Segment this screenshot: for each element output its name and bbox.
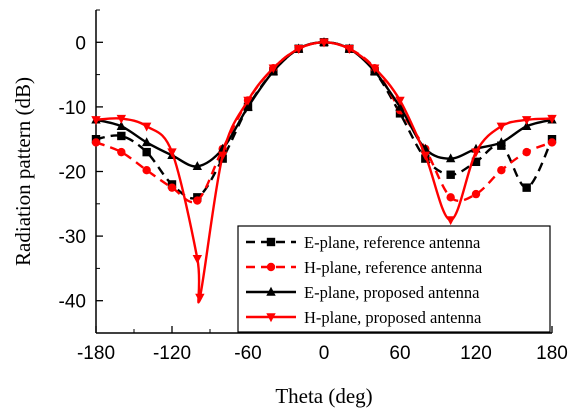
x-tick-label: 120: [460, 343, 492, 364]
data-point: [167, 148, 177, 158]
x-tick-label: -120: [153, 343, 191, 364]
y-tick-label: -10: [59, 98, 86, 119]
data-point: [243, 101, 253, 111]
legend-label: H-plane, reference antenna: [304, 258, 483, 277]
y-tick-label: -30: [59, 227, 86, 248]
data-point: [369, 64, 380, 74]
data-point: [395, 96, 405, 106]
data-point: [471, 189, 481, 199]
data-point: [497, 166, 506, 175]
series-line: [95, 41, 554, 200]
data-point: [91, 116, 101, 126]
data-point: [446, 193, 455, 202]
data-point: [496, 122, 507, 132]
series-4: [91, 38, 557, 304]
data-point: [344, 45, 355, 54]
y-tick-label: -20: [59, 163, 86, 184]
x-tick-label: 180: [536, 343, 568, 364]
x-axis-label: Theta (deg): [275, 384, 372, 408]
data-point: [522, 147, 531, 157]
series-1: [91, 38, 557, 202]
legend-box: [237, 225, 551, 333]
legend-marker: [266, 286, 276, 296]
data-point: [167, 183, 177, 192]
y-axis-label: Radiation pattern (dB): [11, 77, 35, 266]
data-point: [243, 96, 253, 106]
data-point: [116, 121, 127, 130]
legend: E-plane, reference antenna H-plane, refer…: [237, 225, 551, 333]
data-point: [445, 216, 456, 226]
x-tick-label: 0: [319, 343, 330, 364]
legend-label: H-plane, proposed antenna: [304, 308, 482, 327]
data-point: [142, 147, 151, 157]
data-point: [420, 151, 431, 161]
data-point: [193, 196, 202, 205]
data-point: [117, 131, 126, 141]
legend-marker: [266, 262, 276, 272]
y-tick-label: 0: [75, 33, 86, 54]
data-point: [471, 148, 481, 158]
x-tick-label: 60: [389, 343, 410, 364]
data-point: [268, 64, 279, 74]
data-point: [445, 153, 456, 163]
data-point: [496, 137, 507, 147]
data-point: [522, 183, 531, 192]
data-point: [142, 166, 151, 175]
data-point: [547, 114, 557, 124]
data-point: [141, 137, 152, 147]
data-point: [471, 157, 481, 167]
legend-marker: [266, 237, 276, 247]
data-point: [116, 114, 127, 124]
y-tick-label: -40: [59, 292, 86, 313]
legend-label: E-plane, reference antenna: [304, 233, 481, 252]
data-point: [192, 161, 203, 171]
legend-marker: [266, 313, 276, 323]
data-point: [446, 170, 455, 179]
series-line: [95, 41, 553, 204]
series-line: [95, 41, 553, 168]
x-tick-label: -180: [77, 343, 115, 364]
data-point: [195, 293, 205, 303]
plot-axes: -180 -120 -60 0 60 120 180 0 -10 -20 -30 -40: [59, 9, 568, 364]
series-2: [91, 38, 557, 205]
legend-label: E-plane, proposed antenna: [304, 283, 480, 302]
plot-series: [91, 37, 557, 304]
data-point: [117, 147, 126, 157]
data-point: [395, 101, 405, 111]
data-point: [91, 138, 101, 147]
data-point: [521, 121, 532, 130]
data-point: [521, 116, 532, 126]
data-point: [217, 151, 228, 161]
data-point: [547, 138, 557, 147]
data-point: [319, 38, 329, 48]
data-point: [141, 122, 152, 132]
x-tick-label: -60: [234, 343, 261, 364]
data-point: [192, 255, 203, 264]
series-3: [91, 37, 557, 171]
data-point: [293, 45, 304, 54]
